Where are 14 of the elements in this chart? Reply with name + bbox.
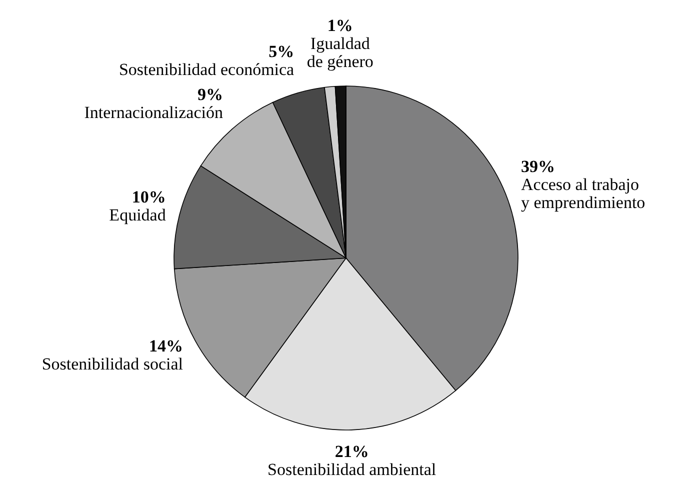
slice-label: Igualdad de género <box>306 34 374 72</box>
data-label: 39% <box>521 156 556 176</box>
data-label: 21% <box>334 442 369 461</box>
slice-label: Acceso al trabajo y emprendimiento <box>521 174 646 212</box>
slice-label: Equidad <box>109 205 166 224</box>
data-label: 5% <box>268 42 294 62</box>
slice-label: Sostenibilidad económica <box>118 60 295 80</box>
data-label: 1% <box>327 16 353 36</box>
slice-label: Internacionalización <box>84 102 224 122</box>
slice-label: Sostenibilidad social <box>42 354 184 374</box>
data-label: 14% <box>149 336 184 356</box>
slice-label: Sostenibilidad ambiental <box>268 460 436 479</box>
data-label: 9% <box>197 84 223 104</box>
data-label: 10% <box>132 187 166 206</box>
